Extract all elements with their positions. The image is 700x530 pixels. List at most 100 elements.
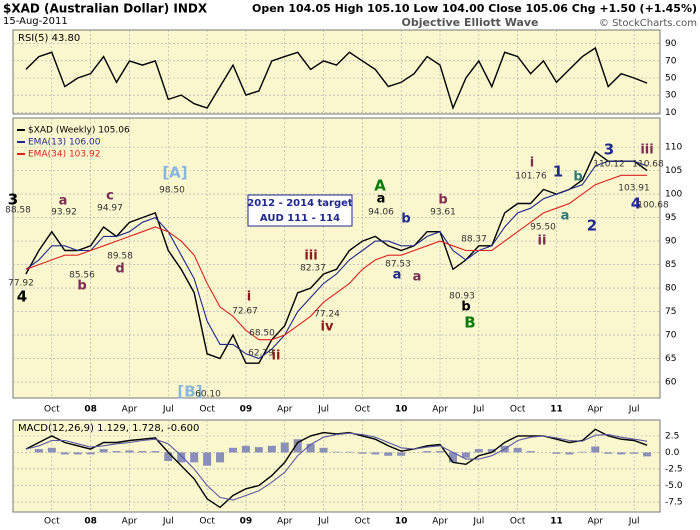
histogram-bar [164, 452, 173, 462]
histogram-bar [151, 451, 160, 453]
y-tick-label: 95 [665, 213, 676, 223]
y-tick-label: 0.0 [665, 448, 680, 458]
histogram-bar [293, 439, 302, 453]
y-tick-label: 80 [665, 284, 677, 294]
x-tick-label: Jul [317, 405, 329, 415]
y-tick-label: 110 [665, 143, 682, 153]
wave-label: 60.10 [195, 390, 221, 400]
wave-label: i [247, 290, 251, 305]
wave-label: ii [272, 349, 281, 364]
histogram-bar [643, 452, 652, 457]
target-box [247, 194, 353, 227]
wave-label: a [413, 270, 422, 285]
wave-label: 62.79 [248, 349, 274, 359]
wave-label: b [438, 193, 447, 208]
y-tick-label: 90 [665, 39, 677, 49]
histogram-bar [448, 452, 457, 463]
wave-label: i [530, 156, 534, 171]
x-tick-label: 08 [84, 517, 97, 527]
x-tick-label: 11 [550, 405, 563, 415]
wave-label: 3 [604, 141, 614, 159]
y-tick-label: 105 [665, 166, 682, 176]
series-line [25, 150, 648, 364]
y-tick-label: 10 [665, 108, 677, 118]
y-tick-label: 75 [665, 307, 676, 317]
histogram-bar [578, 451, 587, 453]
wave-label: 103.91 [618, 184, 650, 194]
histogram-bar [280, 442, 289, 453]
histogram-bar [423, 451, 432, 453]
y-tick-label: 90 [665, 237, 677, 247]
wave-label: 72.67 [232, 307, 258, 317]
wave-label: 1 [553, 163, 563, 181]
wave-label: iii [640, 143, 653, 158]
y-tick-label: 30 [665, 91, 677, 101]
histogram-bar [591, 446, 600, 453]
histogram-bar [267, 445, 276, 453]
target-text: 2012 - 2014 target [247, 198, 353, 209]
histogram-bar [436, 451, 445, 453]
wave-label: 93.61 [430, 208, 456, 218]
x-tick-label: Apr [277, 405, 293, 415]
wave-label: 101.76 [515, 172, 547, 182]
wave-label: c [106, 189, 114, 204]
copyright: © StockCharts.com [599, 18, 697, 29]
wave-label: 85.56 [69, 271, 95, 281]
histogram-bar [358, 452, 367, 454]
panel [12, 29, 661, 115]
histogram-bar [461, 452, 470, 458]
x-tick-label: Apr [588, 517, 604, 527]
x-tick-label: Oct [355, 405, 371, 415]
histogram-bar [319, 447, 328, 453]
x-tick-label: Jul [472, 405, 484, 415]
y-tick-label: 2.5 [665, 431, 679, 441]
histogram-bar [565, 452, 574, 455]
chart-date: 15-Aug-2011 [3, 16, 68, 27]
histogram-bar [34, 449, 43, 453]
panel-label: MACD(12,26,9) 1.129, 1.728, -0.600 [18, 423, 199, 434]
wave-label: a [561, 209, 570, 224]
x-tick-label: Jul [472, 517, 484, 527]
wave-label: iii [304, 249, 317, 264]
x-tick-label: 09 [240, 517, 253, 527]
histogram-bar [306, 443, 315, 453]
histogram-bar [604, 452, 613, 454]
y-tick-label: -7.5 [665, 498, 683, 508]
wave-label: iv [321, 320, 334, 335]
target-text: AUD 111 - 114 [260, 213, 340, 224]
chart-title: $XAD (Australian Dollar) INDX [3, 2, 208, 16]
watermark: Objective Elliott Wave [402, 16, 539, 29]
x-tick-label: Oct [44, 405, 60, 415]
x-tick-label: Oct [510, 517, 526, 527]
wave-label: 88.58 [5, 206, 31, 216]
x-tick-label: Oct [199, 405, 215, 415]
wave-label: 88.37 [461, 235, 487, 245]
x-tick-label: 10 [395, 405, 408, 415]
histogram-bar [345, 451, 354, 453]
histogram-bar [397, 452, 406, 456]
y-tick-label: 50 [665, 74, 677, 84]
histogram-bar [630, 452, 639, 454]
histogram-bar [254, 447, 263, 453]
x-tick-label: 10 [395, 517, 408, 527]
x-tick-label: Jul [162, 405, 174, 415]
x-tick-label: Apr [277, 517, 293, 527]
histogram-bar [112, 451, 121, 453]
wave-label: 110.12 [593, 160, 625, 170]
y-tick-label: -2.5 [665, 464, 683, 474]
wave-label: a [377, 192, 386, 207]
x-tick-label: Oct [510, 405, 526, 415]
series-line [25, 160, 648, 360]
wave-label: 80.93 [449, 292, 475, 302]
wave-label: [B] [177, 383, 202, 401]
quote: Open 104.05 High 105.10 Low 104.00 Close… [252, 2, 697, 15]
wave-label: b [573, 170, 582, 185]
wave-label: b [77, 279, 86, 294]
y-tick-label: 60 [665, 378, 677, 388]
wave-label: 94.06 [368, 208, 394, 218]
histogram-bar [73, 452, 82, 455]
x-tick-label: Apr [122, 517, 138, 527]
histogram-bar [86, 452, 95, 455]
wave-label: [A] [162, 164, 187, 182]
